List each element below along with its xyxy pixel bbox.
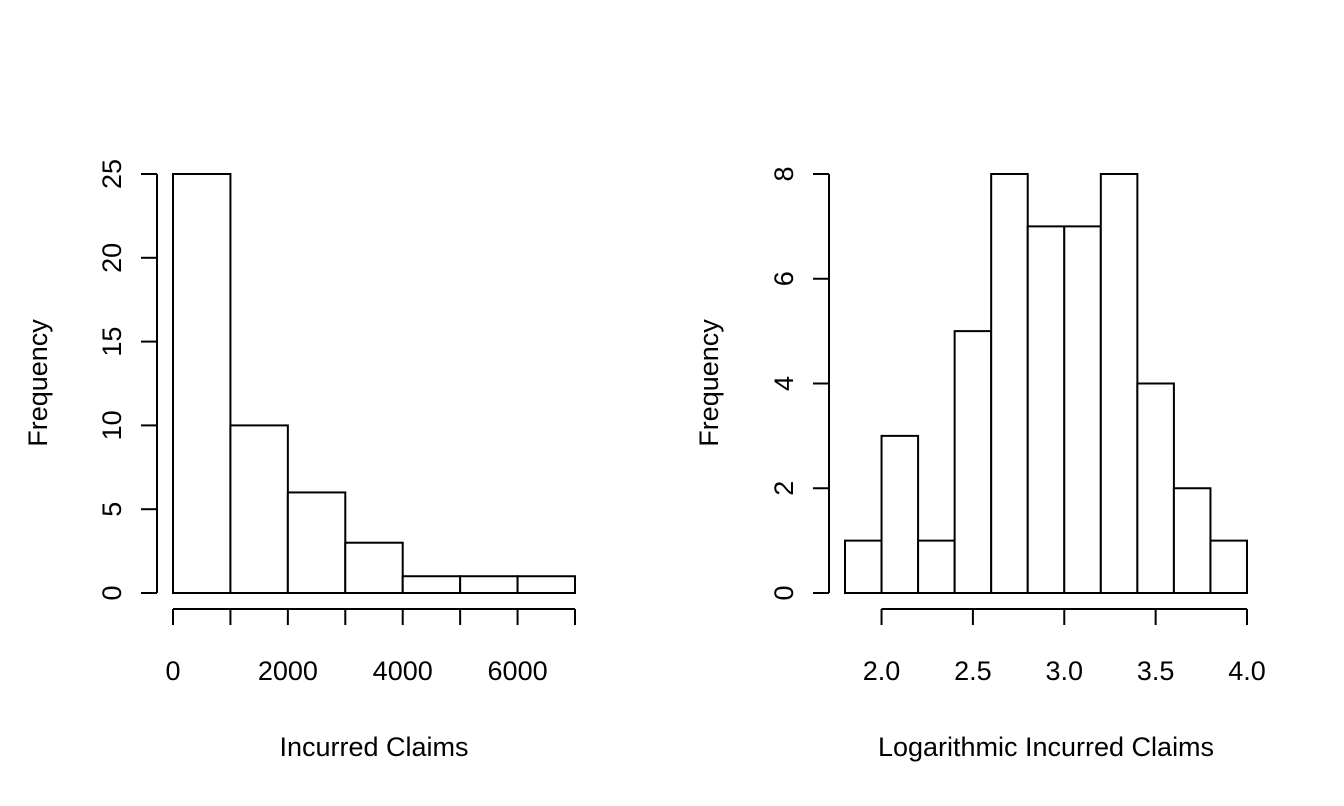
histogram-bar bbox=[1063, 225, 1102, 594]
y-tick-label: 0 bbox=[769, 585, 799, 600]
histogram-bar bbox=[1026, 225, 1066, 594]
x-axis-title: Logarithmic Incurred Claims bbox=[878, 732, 1214, 762]
histogram-bar bbox=[286, 491, 347, 594]
histogram-bar bbox=[1209, 539, 1249, 594]
y-tick-label: 4 bbox=[769, 376, 799, 391]
y-tick-label: 15 bbox=[97, 327, 127, 357]
y-tick-label: 2 bbox=[769, 481, 799, 496]
histogram-bar bbox=[229, 424, 289, 594]
x-tick-label: 0 bbox=[165, 656, 180, 686]
x-tick-label: 4000 bbox=[373, 656, 433, 686]
y-axis-title: Frequency bbox=[23, 319, 53, 447]
histogram-bar bbox=[1099, 173, 1139, 594]
histogram-bar bbox=[844, 539, 883, 594]
histogram-bar bbox=[990, 173, 1029, 594]
histogram-bar bbox=[172, 173, 232, 594]
histogram-bar bbox=[1172, 487, 1212, 594]
y-axis-title: Frequency bbox=[694, 319, 724, 447]
y-tick-label: 6 bbox=[769, 271, 799, 286]
x-axis-title: Incurred Claims bbox=[279, 732, 468, 762]
x-tick-label: 4.0 bbox=[1228, 656, 1266, 686]
histogram-bar bbox=[459, 575, 519, 594]
histogram-bar bbox=[516, 575, 576, 594]
histogram-bar bbox=[917, 539, 956, 594]
x-tick-label: 3.0 bbox=[1045, 656, 1083, 686]
y-tick-label: 0 bbox=[97, 585, 127, 600]
histogram-panel-incurred-claims: 0 5 10 15 20 25 0 2000 4000 6000 Incurred Claims Fr… bbox=[23, 159, 576, 762]
y-tick-label: 10 bbox=[97, 410, 127, 440]
y-tick-label: 5 bbox=[97, 502, 127, 517]
histogram-bar bbox=[953, 330, 993, 594]
histogram-panel-log-incurred-claims: 0 2 4 6 8 2.0 2.5 3.0 3.5 4.0 Logarithmic Incurred… bbox=[694, 166, 1266, 762]
histogram-bar bbox=[880, 434, 920, 594]
x-tick-label: 6000 bbox=[488, 656, 548, 686]
x-tick-label: 2.0 bbox=[863, 656, 901, 686]
x-tick-label: 3.5 bbox=[1137, 656, 1175, 686]
histogram-bar bbox=[344, 541, 404, 594]
y-tick-label: 20 bbox=[97, 243, 127, 273]
histogram-bar bbox=[1136, 382, 1175, 594]
histogram-bar bbox=[401, 575, 462, 594]
y-tick-label: 25 bbox=[97, 159, 127, 189]
x-tick-label: 2000 bbox=[258, 656, 318, 686]
x-tick-label: 2.5 bbox=[954, 656, 992, 686]
y-tick-label: 8 bbox=[769, 166, 799, 181]
